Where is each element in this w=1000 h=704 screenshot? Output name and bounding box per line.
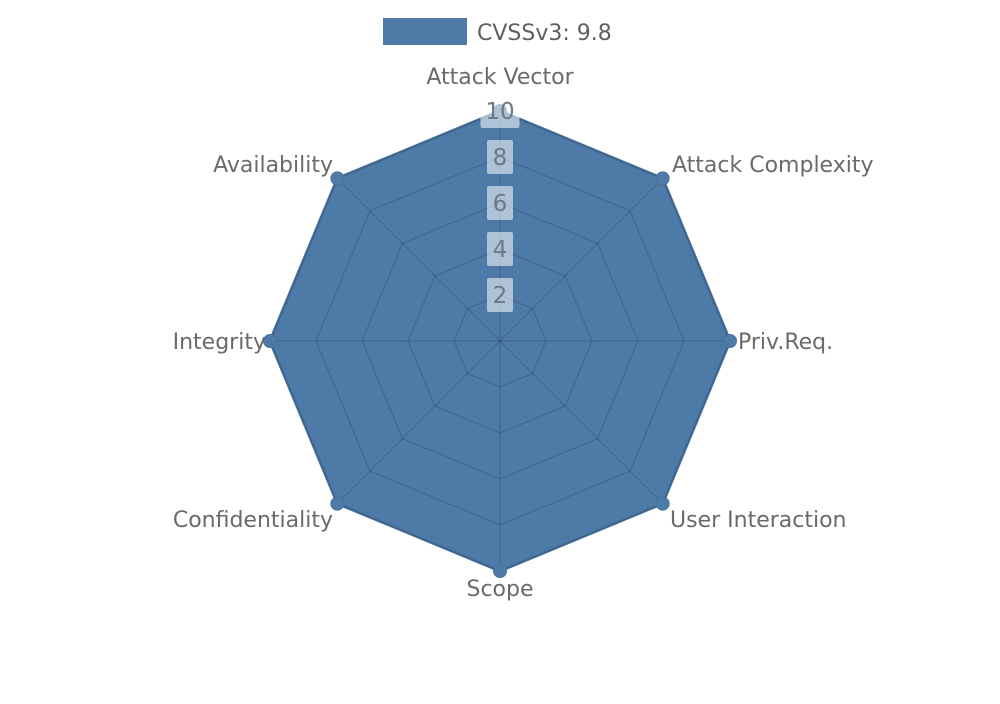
tick-label-box xyxy=(487,140,513,174)
tick-label: 8 xyxy=(493,145,508,171)
series-vertex-marker xyxy=(723,334,737,348)
tick-label: 6 xyxy=(493,191,508,217)
tick-label-box xyxy=(487,186,513,220)
tick-label: 4 xyxy=(493,237,508,263)
grid-spoke xyxy=(337,340,501,504)
axis-label-confidentiality: Confidentiality xyxy=(173,508,333,533)
legend-swatch xyxy=(383,18,467,45)
axis-label-scope: Scope xyxy=(466,577,533,602)
grid-ring xyxy=(453,294,547,388)
axis-label-integrity: Integrity xyxy=(173,330,266,355)
grid-ring xyxy=(407,248,593,434)
axis-label-availability: Availability xyxy=(213,153,333,178)
series-vertex-marker xyxy=(655,171,670,186)
legend: CVSSv3: 9.8 xyxy=(383,18,612,47)
series-vertex-marker xyxy=(263,334,277,348)
grid-spoke xyxy=(499,178,663,342)
grid-ring xyxy=(361,202,639,480)
grid-spoke xyxy=(337,178,501,342)
axis-label-attack-complexity: Attack Complexity xyxy=(672,153,873,178)
grid-ring xyxy=(315,156,685,526)
tick-label: 2 xyxy=(493,283,508,309)
axis-label-priv-req: Priv.Req. xyxy=(738,330,833,355)
tick-label-box xyxy=(487,278,513,312)
series-vertex-marker xyxy=(330,171,345,186)
axis-label-attack-vector: Attack Vector xyxy=(426,65,574,90)
series-vertex-marker xyxy=(493,564,507,578)
tick-label: 10 xyxy=(485,99,514,125)
grid-spoke xyxy=(499,340,663,504)
axis-label-user-interaction: User Interaction xyxy=(670,508,847,533)
tick-label-box xyxy=(480,94,520,128)
series-vertex-marker xyxy=(330,496,345,511)
tick-label-box xyxy=(487,232,513,266)
legend-label: CVSSv3: 9.8 xyxy=(477,21,612,46)
series-vertex-marker xyxy=(655,496,670,511)
